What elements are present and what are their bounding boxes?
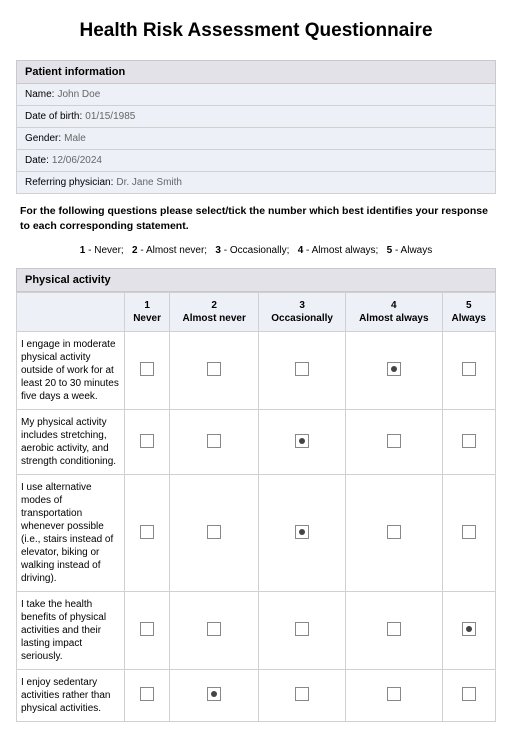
- checkbox-option-5[interactable]: [462, 525, 476, 539]
- patient-date-row: Date: 12/06/2024: [16, 150, 496, 172]
- checkbox-option-4[interactable]: [387, 687, 401, 701]
- checkbox-option-3[interactable]: [295, 622, 309, 636]
- th-blank: [17, 293, 125, 332]
- legend-num-3: 3: [215, 245, 221, 256]
- checkbox-option-4[interactable]: [387, 622, 401, 636]
- answer-cell: [259, 475, 346, 592]
- table-row: I use alternative modes of transportatio…: [17, 475, 496, 592]
- legend-text-1: Never: [94, 245, 121, 256]
- checkbox-option-4[interactable]: [387, 362, 401, 376]
- patient-physician-row: Referring physician: Dr. Jane Smith: [16, 172, 496, 194]
- answer-cell: [125, 670, 170, 722]
- checkbox-option-5[interactable]: [462, 434, 476, 448]
- answer-cell: [125, 592, 170, 670]
- checkbox-option-1[interactable]: [140, 525, 154, 539]
- legend-num-2: 2: [132, 245, 138, 256]
- answer-cell: [346, 332, 442, 410]
- answer-cell: [346, 475, 442, 592]
- patient-dob-row: Date of birth: 01/15/1985: [16, 106, 496, 128]
- answer-cell: [259, 410, 346, 475]
- checkbox-option-5[interactable]: [462, 687, 476, 701]
- name-value[interactable]: John Doe: [57, 89, 100, 100]
- th-col-3: 3Occasionally: [259, 293, 346, 332]
- answer-cell: [442, 332, 495, 410]
- question-text: I enjoy sedentary activities rather than…: [17, 670, 125, 722]
- date-label: Date:: [25, 155, 49, 166]
- activity-header: Physical activity: [16, 268, 496, 292]
- checkbox-option-2[interactable]: [207, 434, 221, 448]
- patient-name-row: Name: John Doe: [16, 84, 496, 106]
- th-col-2: 2Almost never: [170, 293, 259, 332]
- checkbox-option-1[interactable]: [140, 687, 154, 701]
- answer-cell: [442, 475, 495, 592]
- checkbox-option-1[interactable]: [140, 362, 154, 376]
- patient-gender-row: Gender: Male: [16, 128, 496, 150]
- gender-value[interactable]: Male: [64, 133, 86, 144]
- answer-cell: [170, 592, 259, 670]
- question-text: I engage in moderate physical activity o…: [17, 332, 125, 410]
- instructions-text: For the following questions please selec…: [16, 194, 496, 237]
- checkbox-option-3[interactable]: [295, 687, 309, 701]
- legend-text-5: Always: [401, 245, 433, 256]
- checkbox-option-3[interactable]: [295, 362, 309, 376]
- question-text: My physical activity includes stretching…: [17, 410, 125, 475]
- name-label: Name:: [25, 89, 54, 100]
- answer-cell: [125, 332, 170, 410]
- answer-cell: [125, 475, 170, 592]
- answer-cell: [259, 592, 346, 670]
- answer-cell: [442, 410, 495, 475]
- table-row: I enjoy sedentary activities rather than…: [17, 670, 496, 722]
- checkbox-option-4[interactable]: [387, 434, 401, 448]
- patient-info-header: Patient information: [16, 60, 496, 84]
- physician-value[interactable]: Dr. Jane Smith: [116, 177, 182, 188]
- activity-table: 1Never 2Almost never 3Occasionally 4Almo…: [16, 292, 496, 722]
- th-col-4: 4Almost always: [346, 293, 442, 332]
- date-value[interactable]: 12/06/2024: [52, 155, 102, 166]
- answer-cell: [346, 670, 442, 722]
- answer-cell: [259, 332, 346, 410]
- answer-cell: [442, 670, 495, 722]
- checkbox-option-2[interactable]: [207, 362, 221, 376]
- answer-cell: [259, 670, 346, 722]
- dob-label: Date of birth:: [25, 111, 82, 122]
- checkbox-option-1[interactable]: [140, 434, 154, 448]
- table-row: My physical activity includes stretching…: [17, 410, 496, 475]
- checkbox-option-3[interactable]: [295, 434, 309, 448]
- legend-text-3: Occasionally: [230, 245, 287, 256]
- legend-text-2: Almost never: [146, 245, 204, 256]
- answer-cell: [125, 410, 170, 475]
- gender-label: Gender:: [25, 133, 61, 144]
- table-row: I take the health benefits of physical a…: [17, 592, 496, 670]
- answer-cell: [170, 410, 259, 475]
- answer-cell: [442, 592, 495, 670]
- checkbox-option-2[interactable]: [207, 622, 221, 636]
- question-text: I take the health benefits of physical a…: [17, 592, 125, 670]
- checkbox-option-2[interactable]: [207, 687, 221, 701]
- answer-cell: [346, 410, 442, 475]
- legend-num-1: 1: [80, 245, 86, 256]
- answer-cell: [170, 670, 259, 722]
- page-title: Health Risk Assessment Questionnaire: [16, 20, 496, 42]
- physician-label: Referring physician:: [25, 177, 113, 188]
- table-header-row: 1Never 2Almost never 3Occasionally 4Almo…: [17, 293, 496, 332]
- checkbox-option-3[interactable]: [295, 525, 309, 539]
- legend-num-5: 5: [387, 245, 393, 256]
- table-row: I engage in moderate physical activity o…: [17, 332, 496, 410]
- question-text: I use alternative modes of transportatio…: [17, 475, 125, 592]
- checkbox-option-4[interactable]: [387, 525, 401, 539]
- checkbox-option-2[interactable]: [207, 525, 221, 539]
- answer-cell: [170, 332, 259, 410]
- dob-value[interactable]: 01/15/1985: [85, 111, 135, 122]
- th-col-1: 1Never: [125, 293, 170, 332]
- checkbox-option-5[interactable]: [462, 362, 476, 376]
- th-col-5: 5Always: [442, 293, 495, 332]
- checkbox-option-1[interactable]: [140, 622, 154, 636]
- legend-num-4: 4: [298, 245, 304, 256]
- legend-text-4: Almost always: [312, 245, 376, 256]
- scale-legend: 1 - Never; 2 - Almost never; 3 - Occasio…: [16, 237, 496, 268]
- answer-cell: [346, 592, 442, 670]
- answer-cell: [170, 475, 259, 592]
- checkbox-option-5[interactable]: [462, 622, 476, 636]
